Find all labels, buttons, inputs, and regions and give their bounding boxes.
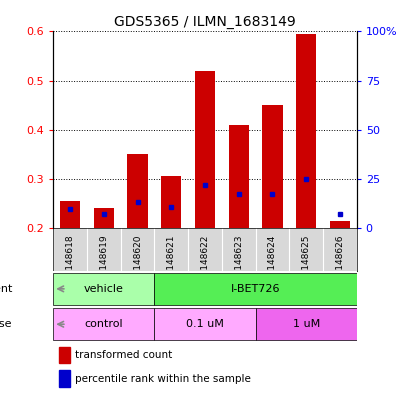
Text: transformed count: transformed count [74,350,171,360]
Text: control: control [84,319,123,329]
Bar [127,154,147,228]
Bar [59,347,70,363]
Text: 0.1 uM: 0.1 uM [186,319,223,329]
Text: GSM1148618: GSM1148618 [65,234,74,295]
Text: GSM1148623: GSM1148623 [234,234,243,295]
Title: GDS5365 / ILMN_1683149: GDS5365 / ILMN_1683149 [114,15,295,29]
Text: GSM1148625: GSM1148625 [301,234,310,295]
Text: GSM1148620: GSM1148620 [133,234,142,295]
Text: I-BET726: I-BET726 [230,284,280,294]
Text: dose: dose [0,319,12,329]
Text: 1 uM: 1 uM [292,319,319,329]
Bar [53,308,154,340]
Bar [161,176,181,228]
Text: GSM1148626: GSM1148626 [335,234,344,295]
Bar [255,308,356,340]
Bar [329,220,349,228]
Text: GSM1148619: GSM1148619 [99,234,108,295]
Text: GSM1148621: GSM1148621 [166,234,175,295]
Text: percentile rank within the sample: percentile rank within the sample [74,374,250,384]
Bar [295,34,315,228]
Text: vehicle: vehicle [84,284,124,294]
Text: agent: agent [0,284,12,294]
Bar [60,201,80,228]
Bar [228,125,248,228]
Bar [94,208,114,228]
Bar [53,273,154,305]
Bar [59,370,70,387]
Text: GSM1148622: GSM1148622 [200,234,209,295]
Bar [154,308,255,340]
Bar [194,71,215,228]
Text: GSM1148624: GSM1148624 [267,234,276,295]
Bar [154,273,356,305]
Bar [262,105,282,228]
